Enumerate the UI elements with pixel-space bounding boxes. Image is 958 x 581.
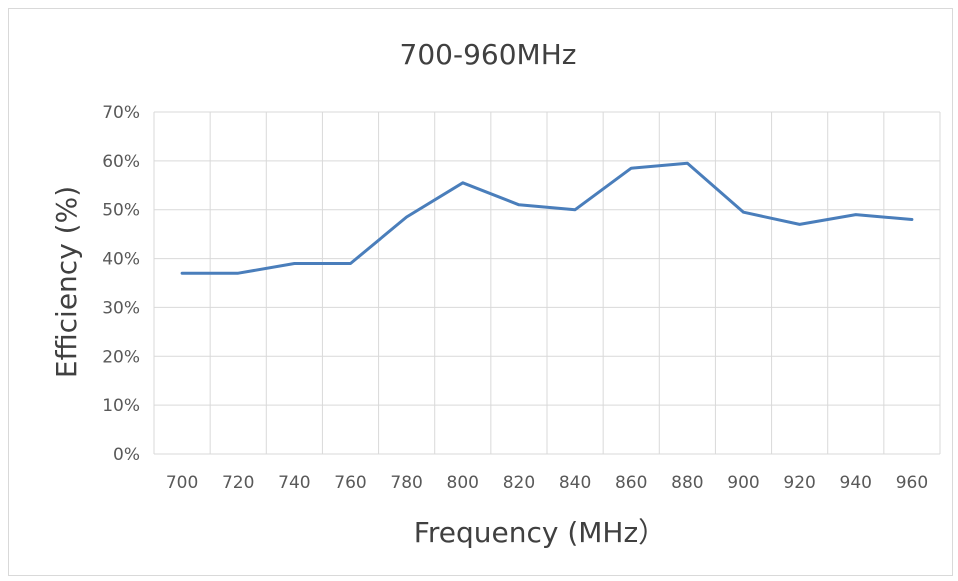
x-tick-label: 720 [222,473,254,493]
x-tick-label: 900 [727,473,759,493]
y-tick-labels: 0% 10% 20% 30% 40% 50% 60% 70% [102,103,140,465]
x-axis-label: Frequency (MHz） [414,516,666,549]
y-tick-label: 50% [102,201,140,221]
x-tick-label: 780 [390,473,422,493]
y-axis-label: Efficiency (%) [50,186,83,378]
x-tick-label: 760 [334,473,366,493]
series-group [180,161,914,275]
grid-group [153,111,941,455]
x-tick-label: 840 [559,473,591,493]
chart-frame [8,8,953,576]
x-tick-label: 960 [896,473,928,493]
x-tick-label: 880 [671,473,703,493]
x-tick-label: 940 [840,473,872,493]
chart-title: 700-960MHz [400,38,577,71]
y-tick-label: 10% [102,396,140,416]
y-tick-label: 0% [113,445,140,465]
x-tick-label: 820 [503,473,535,493]
x-tick-label: 860 [615,473,647,493]
x-tick-labels: 700 720 740 760 780 800 820 840 860 880 900 920 940 9… [166,473,928,493]
x-tick-label: 700 [166,473,198,493]
y-tick-label: 70% [102,103,140,123]
y-tick-label: 40% [102,250,140,270]
y-tick-label: 20% [102,347,140,367]
series-line [180,161,914,275]
y-tick-label: 60% [102,152,140,172]
x-tick-label: 800 [447,473,479,493]
y-tick-label: 30% [102,298,140,318]
x-tick-label: 920 [783,473,815,493]
x-tick-label: 740 [278,473,310,493]
